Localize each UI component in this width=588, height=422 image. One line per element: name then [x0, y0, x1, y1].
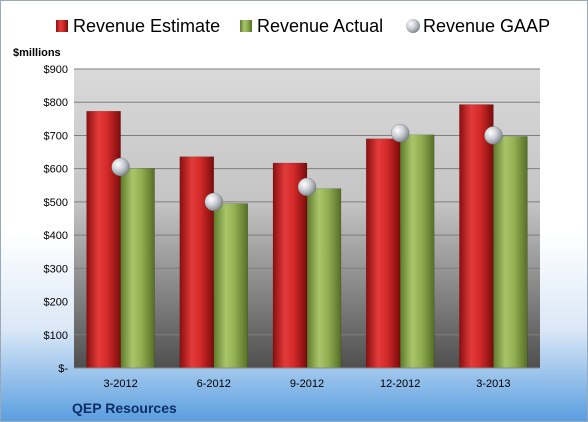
revenue-gaap-marker	[390, 123, 410, 143]
revenue-estimate-bar	[86, 110, 121, 369]
revenue-gaap-marker	[204, 192, 224, 212]
gaap-markers	[111, 123, 503, 212]
company-name: QEP Resources	[72, 400, 177, 416]
y-tick-label: $600	[44, 164, 68, 176]
legend-swatch-revenue-actual	[240, 20, 252, 32]
revenue-estimate-bar	[365, 138, 401, 369]
y-tick-label: $300	[44, 263, 68, 275]
y-tick-label: $100	[44, 330, 68, 342]
x-tick-label: 3-2012	[103, 378, 137, 390]
y-axis-ticks: $- $100 $200 $300 $400 $500 $600 $700 $800 $900	[44, 64, 69, 375]
y-tick-label: $-	[58, 363, 68, 375]
x-tick-label: 6-2012	[197, 378, 231, 390]
x-tick-label: 12-2012	[380, 378, 420, 390]
x-tick-label: 9-2012	[290, 378, 324, 390]
revenue-actual-bar	[213, 203, 249, 369]
legend-marker-revenue-gaap	[406, 19, 420, 33]
y-tick-label: $900	[44, 64, 68, 76]
x-axis-ticks: 3-2012 6-2012 9-2012 12-2012 3-2013	[103, 378, 510, 390]
y-tick-label: $800	[44, 97, 68, 109]
legend: Revenue Estimate Revenue Actual Revenue …	[56, 16, 550, 36]
y-tick-label: $400	[44, 230, 68, 242]
y-tick-label: $200	[44, 297, 68, 309]
legend-label-revenue-estimate: Revenue Estimate	[73, 16, 220, 36]
revenue-actual-bar	[493, 136, 528, 369]
x-tick-label: 3-2013	[476, 378, 510, 390]
y-tick-label: $500	[44, 197, 68, 209]
revenue-actual-bar	[306, 188, 342, 369]
legend-label-revenue-gaap: Revenue GAAP	[423, 16, 550, 36]
revenue-gaap-marker	[484, 126, 503, 145]
y-tick-label: $700	[44, 130, 68, 142]
revenue-actual-bar	[120, 168, 155, 369]
revenue-estimate-bar	[272, 162, 308, 369]
y-axis-unit-label: $millions	[13, 47, 61, 59]
revenue-estimate-bar	[459, 104, 494, 369]
revenue-estimate-bar	[179, 156, 215, 369]
revenue-gaap-marker	[111, 157, 130, 177]
legend-swatch-revenue-estimate	[56, 20, 68, 32]
bars	[86, 104, 528, 369]
legend-label-revenue-actual: Revenue Actual	[257, 16, 383, 36]
revenue-gaap-marker	[297, 177, 317, 197]
revenue-actual-bar	[399, 134, 435, 369]
